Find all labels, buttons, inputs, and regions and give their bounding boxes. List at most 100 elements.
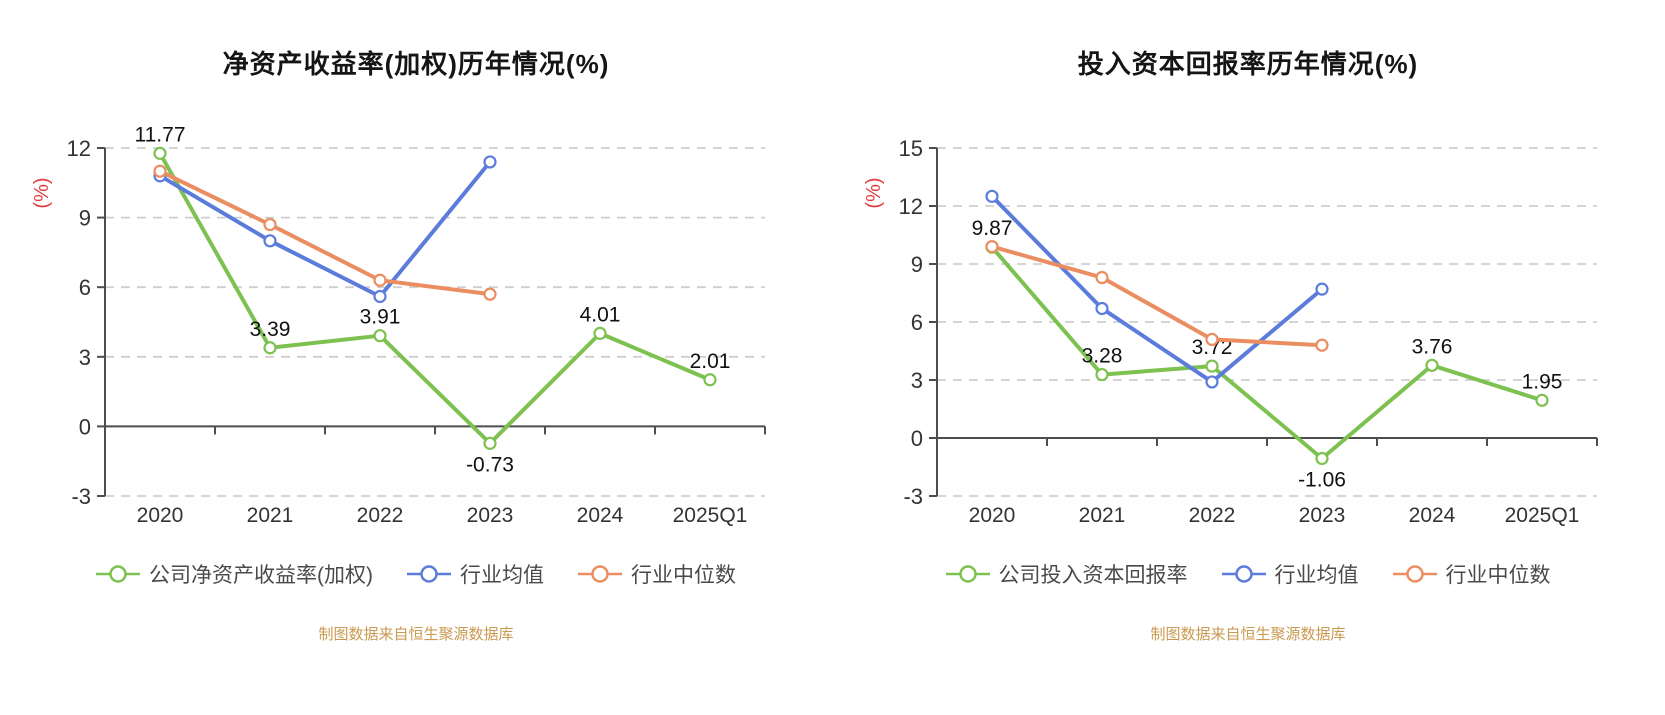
y-tick-label: -3 <box>903 484 923 509</box>
y-axis-unit-label: (%) <box>31 177 53 208</box>
gridlines <box>937 147 1597 497</box>
data-point-marker <box>593 326 607 340</box>
legend-label: 行业均值 <box>1274 564 1359 587</box>
series-line <box>990 194 1324 384</box>
y-tick-label: 12 <box>899 194 923 219</box>
data-point-marker <box>263 234 277 248</box>
x-tick-label: 2024 <box>1409 504 1456 527</box>
roic-line-chart: 15 12 9 6 3 0 -3 (%) 2020 2021 2022 2023 2024 2025Q1 9… <box>863 136 1598 527</box>
y-tick-label: -3 <box>71 484 91 509</box>
data-source-note-roic: 制图数据来自恒生聚源数据库 <box>1150 626 1346 643</box>
data-point-marker <box>263 217 277 232</box>
series-company: 9.873.28 3.72-1.063.761.95 <box>972 217 1563 491</box>
data-point-marker <box>1315 451 1329 466</box>
y-axis-tick-labels: 15 12 9 6 3 0 -3 <box>899 136 937 509</box>
x-tick-label: 2020 <box>137 504 184 527</box>
data-point-marker <box>985 240 999 254</box>
y-tick-label: 6 <box>911 310 923 335</box>
x-axis <box>104 425 766 435</box>
data-point-marker <box>1535 393 1549 407</box>
y-axis-tick-labels: 12 9 6 3 0 -3 <box>67 136 105 509</box>
chart-title-roic: 投入资本回报率历年情况(%) <box>1077 49 1419 79</box>
series-line <box>158 152 711 446</box>
data-point-marker <box>1205 332 1219 346</box>
x-tick-label: 2021 <box>1079 504 1126 527</box>
y-tick-label: 0 <box>911 426 923 451</box>
data-point-label: 1.95 <box>1522 370 1563 393</box>
y-tick-label: 0 <box>79 414 91 439</box>
y-axis-unit-label: (%) <box>863 177 885 208</box>
data-point-label: 11.77 <box>135 123 186 146</box>
y-tick-label: 3 <box>79 345 91 370</box>
x-tick-label: 2020 <box>969 504 1016 527</box>
data-point-marker <box>483 436 497 450</box>
chart-legend-roe: 公司净资产收益率(加权) 行业均值 行业中位数 <box>96 559 736 589</box>
data-point-label: -0.73 <box>466 453 514 476</box>
y-tick-label: 9 <box>79 206 91 231</box>
legend-line-marker-icon <box>945 565 990 583</box>
data-point-marker <box>483 155 497 169</box>
data-point-marker <box>373 289 387 304</box>
x-tick-label: 2022 <box>357 504 404 527</box>
legend-label: 行业均值 <box>460 564 544 587</box>
data-source-note-roe: 制图数据来自恒生聚源数据库 <box>318 626 514 643</box>
series-industry-median <box>985 240 1329 352</box>
legend-label: 行业中位数 <box>1445 564 1551 587</box>
data-point-marker <box>1205 375 1219 389</box>
y-tick-label: 15 <box>899 136 923 161</box>
data-point-marker <box>1205 359 1219 373</box>
series-line <box>990 245 1543 461</box>
x-tick-label: 2021 <box>247 504 294 527</box>
data-point-marker <box>1425 358 1439 372</box>
chart-title-roe: 净资产收益率(加权)历年情况(%) <box>222 49 610 79</box>
legend-item-company[interactable]: 公司净资产收益率(加权) <box>96 559 373 589</box>
data-point-marker <box>1315 282 1329 296</box>
legend-item-industry-median[interactable]: 行业中位数 <box>578 559 736 589</box>
data-point-label: 9.87 <box>972 217 1013 240</box>
chart-panel-roic: 投入资本回报率历年情况(%) 15 12 9 6 3 0 -3 (%) 2020 2021 2022… <box>832 0 1664 715</box>
series-industry-median <box>153 164 497 301</box>
series-line <box>159 169 491 297</box>
data-point-label: 3.28 <box>1082 345 1123 368</box>
data-point-marker <box>985 189 999 203</box>
legend-line-marker-icon <box>1392 565 1437 583</box>
data-point-marker <box>1095 367 1109 382</box>
data-point-marker <box>1095 301 1109 316</box>
series-line <box>991 244 1323 348</box>
data-point-label: 3.91 <box>360 306 401 329</box>
data-point-marker <box>483 287 497 301</box>
y-tick-label: 9 <box>911 252 923 277</box>
legend-line-marker-icon <box>1221 565 1266 583</box>
legend-label: 行业中位数 <box>631 564 736 587</box>
data-point-label: -1.06 <box>1298 468 1346 491</box>
legend-line-marker-icon <box>407 565 451 583</box>
x-axis <box>936 437 1598 446</box>
legend-line-marker-icon <box>578 565 622 583</box>
y-tick-label: 12 <box>67 136 91 161</box>
legend-label: 公司投入资本回报率 <box>998 564 1188 587</box>
legend-label: 公司净资产收益率(加权) <box>149 564 373 587</box>
series-industry-avg <box>153 155 497 304</box>
series-company: 11.77 3.39 3.91 -0.73 4.01 2.01 <box>135 123 731 476</box>
x-axis-tick-labels: 2020 2021 2022 2023 2024 2025Q1 <box>137 504 748 527</box>
legend-item-industry-avg[interactable]: 行业均值 <box>1221 559 1359 589</box>
data-point-marker <box>153 164 167 178</box>
series-line <box>158 160 492 299</box>
data-point-label: 3.39 <box>250 318 291 341</box>
data-point-marker <box>703 373 717 387</box>
data-point-marker <box>1095 270 1109 285</box>
x-tick-label: 2023 <box>1299 504 1346 527</box>
roe-line-chart: 12 9 6 3 0 -3 (%) 2020 2021 2022 2023 2024 2025Q1 11.… <box>31 123 766 527</box>
x-tick-label: 2022 <box>1189 504 1236 527</box>
data-point-label: 4.01 <box>580 303 621 326</box>
legend-item-industry-avg[interactable]: 行业均值 <box>407 559 544 589</box>
data-point-marker <box>1315 338 1329 352</box>
y-tick-label: 3 <box>911 368 923 393</box>
legend-line-marker-icon <box>96 565 140 583</box>
data-point-label: 3.76 <box>1412 335 1453 358</box>
legend-item-company[interactable]: 公司投入资本回报率 <box>945 559 1188 589</box>
data-point-marker <box>373 329 387 343</box>
legend-item-industry-median[interactable]: 行业中位数 <box>1392 559 1551 589</box>
data-point-marker <box>373 273 387 287</box>
